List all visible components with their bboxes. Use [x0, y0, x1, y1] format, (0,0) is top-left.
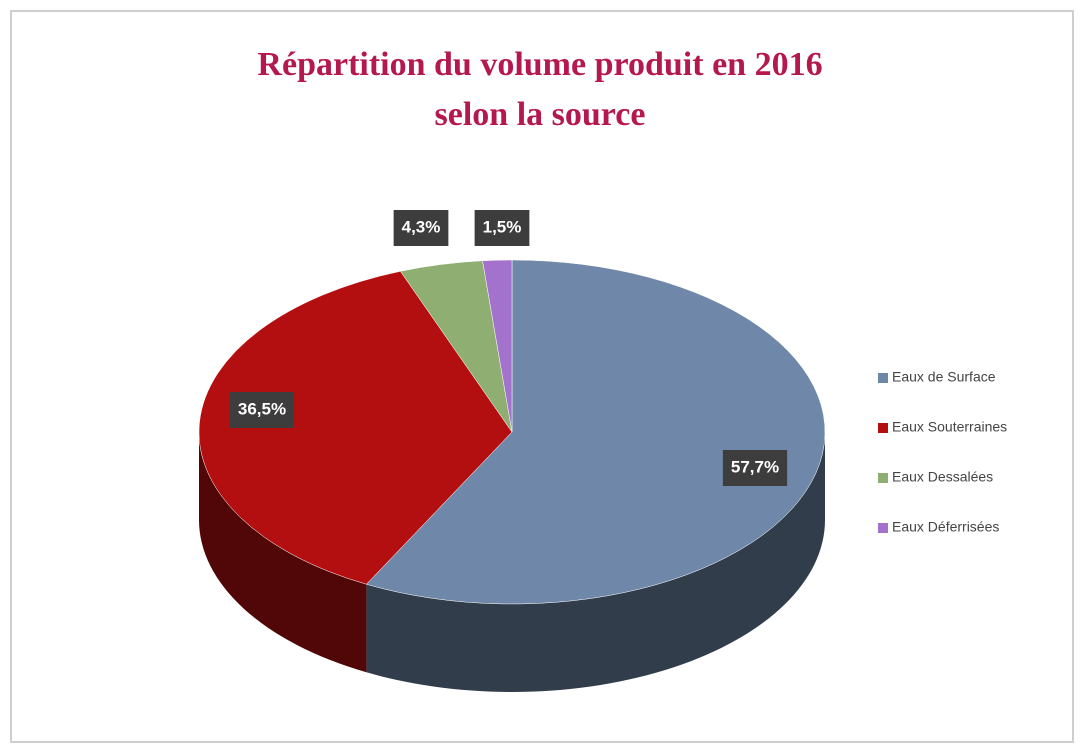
data-label: 57,7%	[722, 450, 788, 486]
data-label-text: 36,5%	[238, 399, 286, 418]
chart-frame	[10, 10, 1074, 743]
chart-title: Répartition du volume produit en 2016 se…	[257, 46, 823, 133]
legend-swatch	[878, 373, 888, 383]
legend-swatch	[878, 423, 888, 433]
slice	[198, 271, 513, 585]
legend-label: Eaux Déferrisées	[892, 519, 999, 535]
slice-side	[198, 432, 367, 673]
legend-swatch	[878, 473, 888, 483]
data-label-box	[722, 450, 788, 486]
legend-label: Eaux de Surface	[892, 369, 996, 385]
legend-label: Eaux Souterraines	[892, 419, 1007, 435]
data-label-text: 57,7%	[731, 457, 779, 476]
data-label: 1,5%	[474, 210, 530, 246]
data-label-box	[474, 210, 530, 246]
data-label: 4,3%	[393, 210, 449, 246]
data-label-text: 4,3%	[402, 217, 441, 236]
slice	[365, 259, 826, 605]
slice-side	[366, 432, 825, 692]
data-label: 36,5%	[229, 392, 295, 428]
legend-label: Eaux Dessalées	[892, 469, 993, 485]
data-label-box	[393, 210, 449, 246]
data-label-text: 1,5%	[483, 217, 522, 236]
data-label-box	[229, 392, 295, 428]
legend-swatch	[878, 523, 888, 533]
slice	[482, 259, 513, 433]
